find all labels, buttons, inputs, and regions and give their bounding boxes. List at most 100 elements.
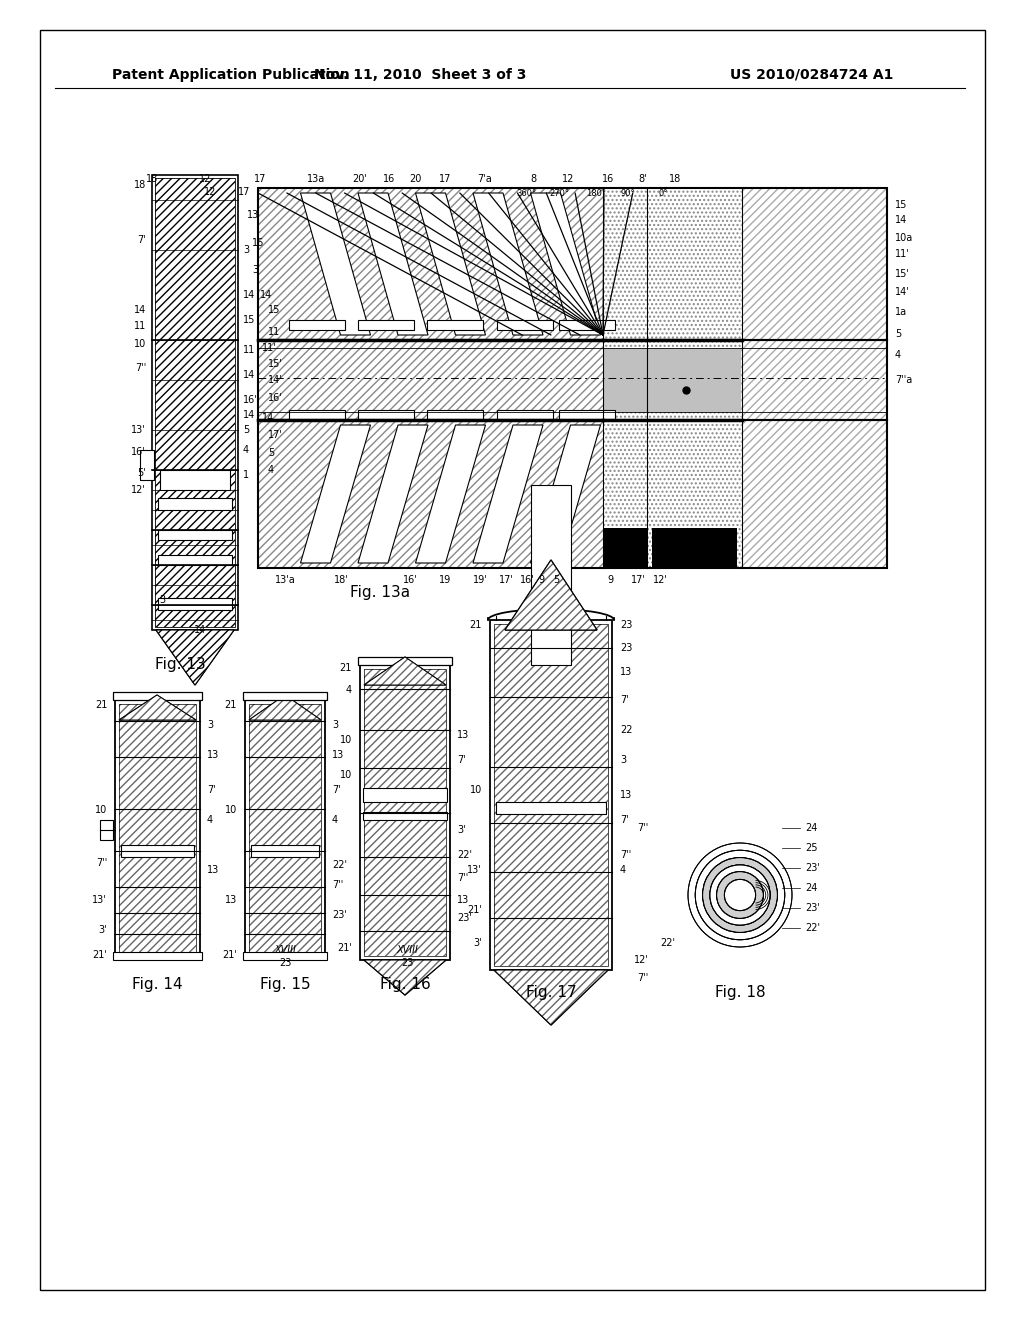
Bar <box>497 411 553 420</box>
Polygon shape <box>300 425 371 564</box>
Text: 18: 18 <box>134 180 146 190</box>
Text: 17: 17 <box>439 174 452 183</box>
Circle shape <box>724 879 756 911</box>
Text: 18: 18 <box>145 174 158 183</box>
Text: 3': 3' <box>98 925 106 935</box>
Text: 3': 3' <box>473 939 482 948</box>
Bar <box>741 187 887 568</box>
Bar <box>559 411 615 420</box>
Text: Nov. 11, 2010  Sheet 3 of 3: Nov. 11, 2010 Sheet 3 of 3 <box>313 69 526 82</box>
Bar <box>427 319 483 330</box>
Text: 16: 16 <box>252 238 264 248</box>
Text: 24: 24 <box>805 822 817 833</box>
Text: XVIII: XVIII <box>274 945 296 954</box>
Text: 21: 21 <box>224 700 237 710</box>
Text: 11: 11 <box>243 345 255 355</box>
Text: 10: 10 <box>134 339 146 348</box>
Text: 23: 23 <box>279 958 291 968</box>
Text: 24: 24 <box>805 883 817 894</box>
Bar <box>140 450 154 480</box>
Text: 23': 23' <box>805 903 820 913</box>
Text: 16': 16' <box>519 576 535 585</box>
Text: 12': 12' <box>131 484 146 495</box>
Text: 20: 20 <box>409 174 421 183</box>
Text: 22': 22' <box>660 939 675 948</box>
Text: 1a: 1a <box>895 308 907 317</box>
Bar <box>113 692 202 700</box>
Text: 5': 5' <box>137 469 146 478</box>
Text: 21: 21 <box>340 663 352 673</box>
Text: 23': 23' <box>805 863 820 873</box>
Text: 21: 21 <box>95 700 108 710</box>
Text: 13': 13' <box>467 865 482 875</box>
Text: Patent Application Publication: Patent Application Publication <box>112 69 350 82</box>
Text: 17: 17 <box>238 187 251 197</box>
Text: 3: 3 <box>207 719 213 730</box>
Text: 14': 14' <box>268 375 283 385</box>
Text: 10: 10 <box>470 785 482 795</box>
Bar <box>152 176 238 630</box>
Text: Fig. 13: Fig. 13 <box>155 657 206 672</box>
Polygon shape <box>494 970 608 1026</box>
Text: Fig. 14: Fig. 14 <box>132 978 182 993</box>
Bar <box>245 700 325 960</box>
Polygon shape <box>364 657 446 685</box>
Text: 23: 23 <box>400 958 414 968</box>
Text: 7'': 7'' <box>135 363 146 374</box>
Text: 13a: 13a <box>307 174 326 183</box>
Bar <box>155 178 234 627</box>
Polygon shape <box>364 960 446 995</box>
Bar <box>243 952 327 960</box>
Bar <box>243 692 327 700</box>
Text: 7'': 7'' <box>332 880 343 890</box>
Text: 4: 4 <box>243 445 249 455</box>
Text: 0°: 0° <box>658 190 668 198</box>
Text: 13: 13 <box>224 895 237 906</box>
Text: 11: 11 <box>134 321 146 331</box>
Text: 13': 13' <box>92 895 106 906</box>
Text: 14: 14 <box>134 305 146 315</box>
Bar <box>494 624 608 966</box>
Bar <box>603 348 741 412</box>
Text: 12: 12 <box>562 174 574 183</box>
Text: 9: 9 <box>607 576 613 585</box>
Text: 11': 11' <box>895 249 909 259</box>
Text: 4: 4 <box>620 865 626 875</box>
Text: 23': 23' <box>332 909 347 920</box>
Polygon shape <box>358 193 428 335</box>
Polygon shape <box>156 630 234 685</box>
Text: 13: 13 <box>207 865 219 875</box>
Text: 17: 17 <box>254 174 266 183</box>
Polygon shape <box>364 657 446 685</box>
Bar <box>160 470 230 490</box>
Text: 180°: 180° <box>586 190 606 198</box>
Text: 11: 11 <box>268 327 281 337</box>
Text: 14: 14 <box>262 413 274 422</box>
Text: 13'a: 13'a <box>274 576 295 585</box>
Text: 7': 7' <box>332 785 341 795</box>
Text: 3: 3 <box>620 755 626 766</box>
Text: 10a: 10a <box>895 234 913 243</box>
Polygon shape <box>119 696 196 719</box>
Text: 7'': 7'' <box>96 858 106 869</box>
Text: 4: 4 <box>346 685 352 696</box>
Text: 7': 7' <box>137 235 146 246</box>
Polygon shape <box>530 193 600 335</box>
Text: 3: 3 <box>332 719 338 730</box>
Text: 14: 14 <box>243 370 255 380</box>
Bar <box>490 620 612 970</box>
Text: 7'a: 7'a <box>477 174 493 183</box>
Text: 1: 1 <box>243 470 249 480</box>
Polygon shape <box>119 696 196 719</box>
Text: 16': 16' <box>131 447 146 457</box>
Bar <box>249 704 321 956</box>
Bar <box>360 665 450 960</box>
Bar <box>121 845 194 857</box>
Bar <box>358 411 414 420</box>
Bar <box>364 669 446 956</box>
Text: 16: 16 <box>383 174 395 183</box>
Text: US 2010/0284724 A1: US 2010/0284724 A1 <box>730 69 893 82</box>
Bar <box>289 319 345 330</box>
Polygon shape <box>156 630 234 685</box>
Text: 23': 23' <box>457 913 472 923</box>
